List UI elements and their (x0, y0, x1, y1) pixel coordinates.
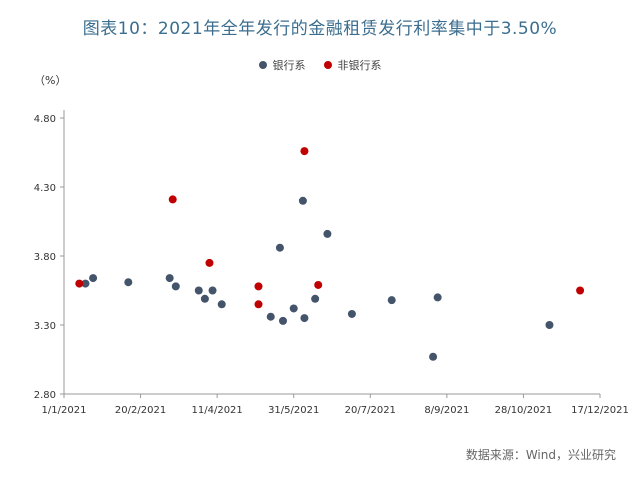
bank-data-point (347, 309, 356, 318)
x-tick-label: 20/2/2021 (115, 405, 166, 416)
bank-data-point (300, 314, 309, 323)
nonbank-data-point (168, 195, 177, 204)
bank-data-point (194, 286, 203, 295)
nonbank-data-point (576, 286, 585, 295)
bank-data-point (275, 243, 284, 252)
legend-marker-bank (258, 61, 267, 69)
y-tick-label: 4.80 (34, 114, 56, 125)
data-source-note: 数据来源：Wind，兴业研究 (465, 448, 616, 462)
x-tick-label: 31/5/2021 (268, 405, 319, 416)
nonbank-data-point (205, 258, 214, 267)
x-tick-label: 17/12/2021 (571, 405, 629, 416)
bank-data-point (429, 352, 438, 361)
bank-data-point (200, 294, 209, 303)
bank-data-point (208, 286, 217, 295)
nonbank-data-point (75, 279, 84, 288)
x-tick-label: 28/10/2021 (495, 405, 553, 416)
y-tick-label: 3.30 (34, 321, 56, 332)
bank-data-point (323, 229, 332, 238)
x-tick-label: 20/7/2021 (345, 405, 396, 416)
nonbank-data-point (254, 282, 263, 291)
chart-legend: 银行系 非银行系 (0, 57, 640, 73)
bank-data-point (165, 274, 174, 283)
x-tick-label: 8/9/2021 (424, 405, 469, 416)
bank-data-point (545, 321, 554, 329)
legend-item-nonbank: 非银行系 (323, 57, 382, 73)
y-tick-label: 2.80 (34, 390, 56, 401)
bank-data-point (81, 279, 90, 288)
legend-marker-nonbank (323, 61, 332, 69)
bank-data-point (433, 293, 442, 302)
nonbank-data-point (314, 280, 323, 289)
legend-label-bank: 银行系 (272, 59, 306, 72)
legend-item-bank: 银行系 (258, 57, 306, 73)
legend-label-nonbank: 非银行系 (337, 59, 382, 72)
y-tick-label: 4.30 (34, 183, 56, 194)
bank-data-point (266, 312, 275, 321)
nonbank-data-point (254, 300, 263, 309)
bank-data-point (387, 296, 396, 305)
y-axis-unit-label: （%） (34, 74, 67, 87)
bank-data-point (298, 196, 307, 205)
y-tick-label: 3.80 (34, 252, 56, 263)
bank-data-point (171, 282, 180, 291)
nonbank-data-point (300, 147, 309, 156)
bank-data-point (278, 316, 287, 325)
bank-data-point (89, 274, 98, 283)
x-tick-label: 11/4/2021 (192, 405, 243, 416)
bank-data-point (217, 300, 226, 309)
x-tick-label: 1/1/2021 (42, 405, 87, 416)
chart-title: 图表10：2021年全年发行的金融租赁发行利率集中于3.50% (82, 19, 558, 39)
bank-data-point (124, 278, 133, 287)
bank-data-point (311, 294, 320, 303)
bank-data-point (289, 304, 298, 313)
